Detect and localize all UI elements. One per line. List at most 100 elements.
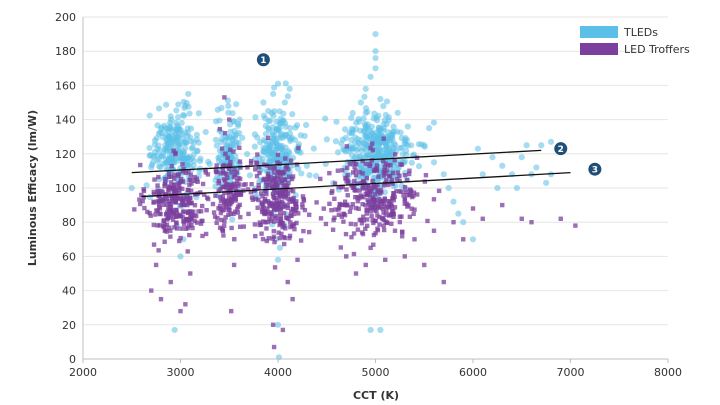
- led-troffers-point: [354, 181, 360, 187]
- led-troffers-point: [318, 216, 324, 221]
- led-troffers-point: [287, 235, 292, 241]
- led-troffers-point: [384, 220, 390, 225]
- tleds-point: [171, 326, 178, 334]
- tleds-point: [274, 321, 282, 328]
- tleds-point: [265, 157, 272, 165]
- led-troffers-point: [233, 198, 238, 203]
- tleds-point: [181, 138, 189, 145]
- led-troffers-point: [276, 218, 281, 223]
- led-troffers-point: [350, 202, 355, 207]
- tleds-point: [362, 85, 369, 92]
- led-troffers-point: [238, 192, 244, 198]
- led-troffers-point: [238, 189, 243, 195]
- tleds-point: [172, 126, 179, 133]
- led-troffers-point: [220, 208, 225, 213]
- led-troffers-point: [180, 179, 186, 184]
- led-troffers-point: [365, 191, 371, 196]
- tleds-point: [184, 155, 191, 162]
- led-troffers-point: [338, 245, 344, 250]
- led-troffers-point: [337, 201, 342, 207]
- led-troffers-point: [163, 192, 169, 197]
- led-troffers-point: [253, 167, 258, 172]
- led-troffers-point: [222, 184, 227, 189]
- led-troffers-point: [342, 199, 348, 204]
- led-troffers-point: [181, 193, 186, 198]
- x-tick-label: 6000: [459, 366, 487, 379]
- led-troffers-point: [327, 201, 332, 207]
- led-troffers-point: [392, 152, 398, 157]
- led-troffers-point: [340, 202, 345, 207]
- led-troffers-point: [356, 196, 362, 201]
- led-troffers-point: [265, 219, 270, 225]
- led-troffers-point: [436, 188, 442, 194]
- led-troffers-point: [294, 162, 300, 167]
- led-troffers-point: [158, 198, 164, 203]
- led-troffers-point: [296, 145, 301, 151]
- led-troffers-point: [177, 238, 182, 244]
- tleds-point: [267, 117, 274, 124]
- led-troffers-point: [218, 210, 224, 216]
- led-troffers-point: [266, 200, 272, 205]
- tleds-point: [310, 145, 317, 152]
- led-troffers-point: [332, 196, 337, 201]
- tleds-point: [349, 109, 356, 117]
- tleds-point: [158, 125, 165, 133]
- led-troffers-point: [371, 242, 376, 247]
- tleds-point: [270, 84, 278, 91]
- led-troffers-point: [392, 205, 398, 210]
- led-troffers-point: [293, 201, 299, 206]
- tleds-point: [415, 141, 422, 148]
- tleds-point: [146, 112, 153, 119]
- tleds-point: [231, 127, 238, 135]
- led-troffers-point: [341, 219, 346, 224]
- led-troffers-point: [340, 168, 345, 173]
- led-troffers-point: [380, 198, 385, 203]
- tleds-point: [229, 110, 236, 117]
- tleds-point: [375, 112, 382, 119]
- led-troffers-point: [388, 212, 393, 217]
- y-tick-label: 80: [62, 216, 76, 229]
- tleds-point: [235, 122, 242, 129]
- led-troffers-point: [219, 226, 225, 232]
- tleds-point: [257, 139, 264, 146]
- led-troffers-point: [344, 187, 349, 192]
- led-troffers-point: [228, 159, 233, 165]
- tleds-point: [469, 236, 477, 243]
- led-troffers-point: [344, 165, 350, 171]
- led-troffers-point: [217, 126, 223, 132]
- led-troffers-point: [171, 148, 176, 154]
- led-troffers-point: [381, 136, 386, 141]
- led-troffers-point: [344, 144, 349, 149]
- tleds-point: [334, 149, 342, 156]
- led-troffers-point: [211, 210, 217, 215]
- led-troffers-point: [394, 177, 400, 182]
- led-troffers-point: [176, 181, 181, 186]
- led-troffers-point: [274, 198, 279, 203]
- led-troffers-point: [268, 210, 274, 215]
- tleds-point: [188, 145, 195, 152]
- led-troffers-point: [164, 202, 170, 207]
- led-troffers-point: [158, 296, 164, 302]
- tleds-point: [229, 216, 236, 223]
- led-troffers-point: [345, 202, 350, 207]
- led-troffers-point: [381, 223, 386, 229]
- tleds-point: [353, 119, 360, 126]
- led-troffers-point: [185, 202, 190, 208]
- tleds-point: [401, 140, 408, 147]
- led-troffers-point: [157, 206, 163, 211]
- led-troffers-point: [181, 221, 187, 227]
- led-troffers-point: [218, 171, 224, 176]
- led-troffers-point: [248, 189, 254, 195]
- led-troffers-point: [229, 197, 234, 202]
- led-troffers-point: [140, 198, 145, 204]
- led-troffers-point: [155, 183, 160, 188]
- led-troffers-point: [205, 172, 211, 177]
- led-troffers-point: [228, 211, 233, 217]
- tleds-point: [379, 148, 386, 155]
- tleds-point: [361, 120, 368, 128]
- led-troffers-point: [276, 195, 282, 200]
- led-troffers-point: [162, 222, 167, 227]
- tleds-point: [182, 102, 189, 110]
- led-troffers-point: [290, 296, 295, 302]
- led-troffers-point: [392, 157, 397, 163]
